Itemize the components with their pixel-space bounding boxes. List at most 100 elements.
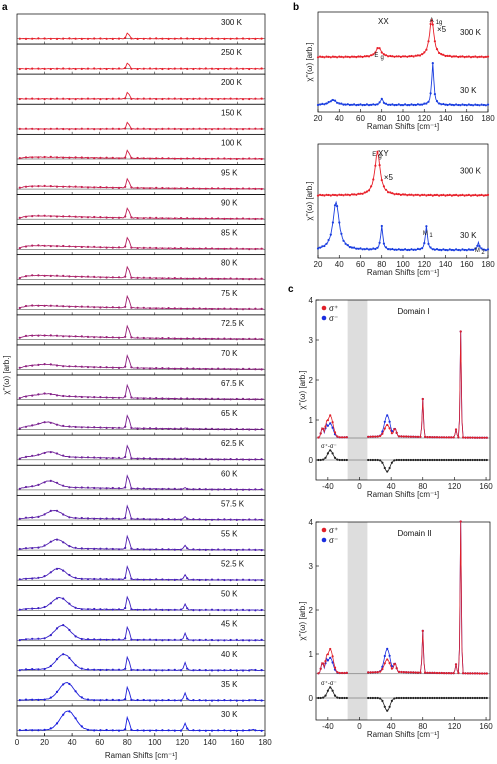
panel-a-series-line-point — [124, 245, 127, 248]
panel-a-series-line-point — [49, 185, 52, 188]
panel-a-series-line-point — [173, 307, 176, 310]
panel-a-series-line-point — [93, 456, 96, 459]
panel-b-xx-temp-label: 30 K — [460, 86, 477, 95]
panel-b-xy-series-line-point — [401, 248, 405, 251]
panel-a-series-line-point — [93, 306, 96, 309]
panel-a-series-line-point — [248, 428, 251, 431]
panel-a-series-line-point — [223, 367, 226, 370]
panel-b-xx-series-line-point — [406, 55, 409, 58]
panel-b-xy-series-line-point — [329, 233, 332, 236]
panel-b-xy-series-line-point — [391, 192, 394, 195]
panel-a-series-line-point — [260, 338, 263, 341]
panel-c-domain1-series-line-point — [397, 435, 401, 438]
panel-b-xy-series-line-point — [387, 191, 390, 194]
panel-a-series-line-point — [99, 426, 102, 429]
panel-c-domain1-diff-line-point — [331, 452, 334, 455]
panel-a-series-line-point — [37, 729, 40, 732]
panel-a-series-line-point — [179, 457, 183, 460]
panel-b-xx-series-line-point — [359, 55, 362, 58]
panel-a-series-line-point — [148, 487, 152, 490]
panel-b-xy-series-line-point — [406, 248, 409, 252]
panel-c-domain2-series-line-point — [371, 671, 374, 674]
panel-a-series-line-point — [62, 185, 65, 188]
panel-a-series-line-point — [198, 428, 201, 431]
panel-a-series-line-point — [254, 37, 257, 41]
panel-a-series-line-point — [241, 337, 245, 341]
panel-a-series-line-point — [62, 244, 65, 248]
panel-b-xx-series-line-point — [316, 103, 320, 107]
panel-c-domain2-diff-line-point — [433, 696, 436, 700]
panel-a-series-line-point — [86, 216, 90, 219]
panel-c-domain2-series-line-point — [457, 671, 460, 675]
panel-c-domain2-series-line-point — [433, 671, 436, 675]
panel-c-domain2-series-line-point — [450, 672, 453, 675]
panel-a-series-line-point — [18, 366, 21, 369]
panel-a-series-line-point — [248, 187, 251, 190]
panel-a-series-line-point — [105, 396, 108, 399]
panel-a-series-line-point — [31, 485, 34, 488]
panel-a-series-line-point — [260, 97, 263, 100]
panel-a-series-line — [19, 121, 264, 130]
panel-a-series-line-point — [74, 717, 77, 720]
panel-a-series-line-point — [142, 608, 145, 611]
panel-b-xx-series-line-point — [391, 103, 394, 106]
panel-a-series-line-point — [105, 216, 108, 219]
panel-b-xy-xtick-label: 120 — [418, 260, 432, 269]
panel-a-series-line-point — [142, 157, 145, 160]
panel-c-domain2-diff-line-point — [319, 696, 322, 700]
panel-a-series-line-point — [68, 425, 71, 428]
panel-b-xy-series-line-point — [410, 193, 413, 196]
panel-a-series-line-point — [260, 217, 263, 220]
panel-a-series-line-point — [130, 306, 133, 309]
panel-a-series-line-point — [142, 457, 145, 460]
panel-b-xx-series-line-point — [469, 103, 473, 107]
panel-a-series-line-point — [74, 37, 77, 40]
panel-c-domain1-diff-line-point — [445, 458, 448, 462]
panel-c-domain1-ytick-label: 1 — [309, 416, 314, 425]
panel-b-xy-series-line-point — [459, 249, 462, 252]
panel-c-domain1-series-line — [318, 422, 347, 438]
panel-b-xx-eg-sub: g — [380, 55, 383, 61]
panel-a-series-line-point — [117, 578, 121, 581]
panel-c-domain2-series-line-point — [443, 672, 446, 675]
panel-b-xx-series-line-point — [414, 54, 417, 57]
panel-b-xx-series-line-point — [350, 103, 354, 106]
panel-c-domain1-series-line-point — [462, 436, 465, 439]
panel-a-series-line-point — [31, 698, 34, 701]
panel-a-series-line-point — [49, 421, 52, 424]
panel-a-series-line-point — [217, 367, 220, 370]
panel-c-domain1-legend-label: σ⁻ — [329, 314, 338, 323]
panel-b-xx-series-line-point — [340, 102, 343, 105]
panel-b-xy-series-line-point — [331, 193, 334, 196]
panel-a-series-line-point — [260, 669, 263, 672]
panel-a-series-line-point — [241, 428, 245, 431]
panel-b-xy-series-line-point — [357, 247, 360, 250]
panel-a-series-line-point — [43, 184, 46, 187]
panel-a-series-line-point — [241, 729, 245, 732]
panel-a-series-line-point — [223, 337, 226, 340]
panel-a-series-line-point — [18, 578, 21, 581]
panel-a-series-line-point — [217, 98, 220, 101]
panel-b-xy-series-line-point — [482, 248, 485, 251]
panel-c-domain2-diff-line-point — [481, 696, 484, 700]
panel-b-xy-series-line-point — [399, 193, 402, 196]
panel-c-domain2-xtick-label: 0 — [357, 722, 362, 731]
panel-c-domain2-ytick-label: 0 — [309, 694, 314, 703]
panel-a-series-line-point — [31, 516, 34, 519]
panel-c-domain2-series-line-point — [407, 671, 410, 674]
panel-c-domain1-diff-line-point — [481, 458, 484, 462]
panel-c-domain2-xtick-label: 160 — [479, 722, 493, 731]
panel-a-temp-label: 75 K — [221, 289, 238, 298]
panel-c-domain2-series-line-point — [345, 671, 348, 675]
panel-c-domain2-series-line-point — [397, 670, 401, 674]
panel-a-series-line-point — [136, 366, 139, 369]
panel-a-series-line-point — [204, 699, 207, 702]
panel-a-series-line-point — [49, 451, 52, 454]
panel-a-series-line-point — [161, 67, 164, 71]
panel-c-domain2-xtick-label: -40 — [322, 722, 334, 731]
panel-b-xy-series-line-point — [450, 194, 453, 197]
panel-a-series-line-point — [204, 638, 207, 641]
panel-c-domain1-series-line-point — [374, 435, 377, 438]
panel-a-series-line-point — [55, 690, 59, 694]
panel-a-series-line-point — [124, 455, 127, 458]
